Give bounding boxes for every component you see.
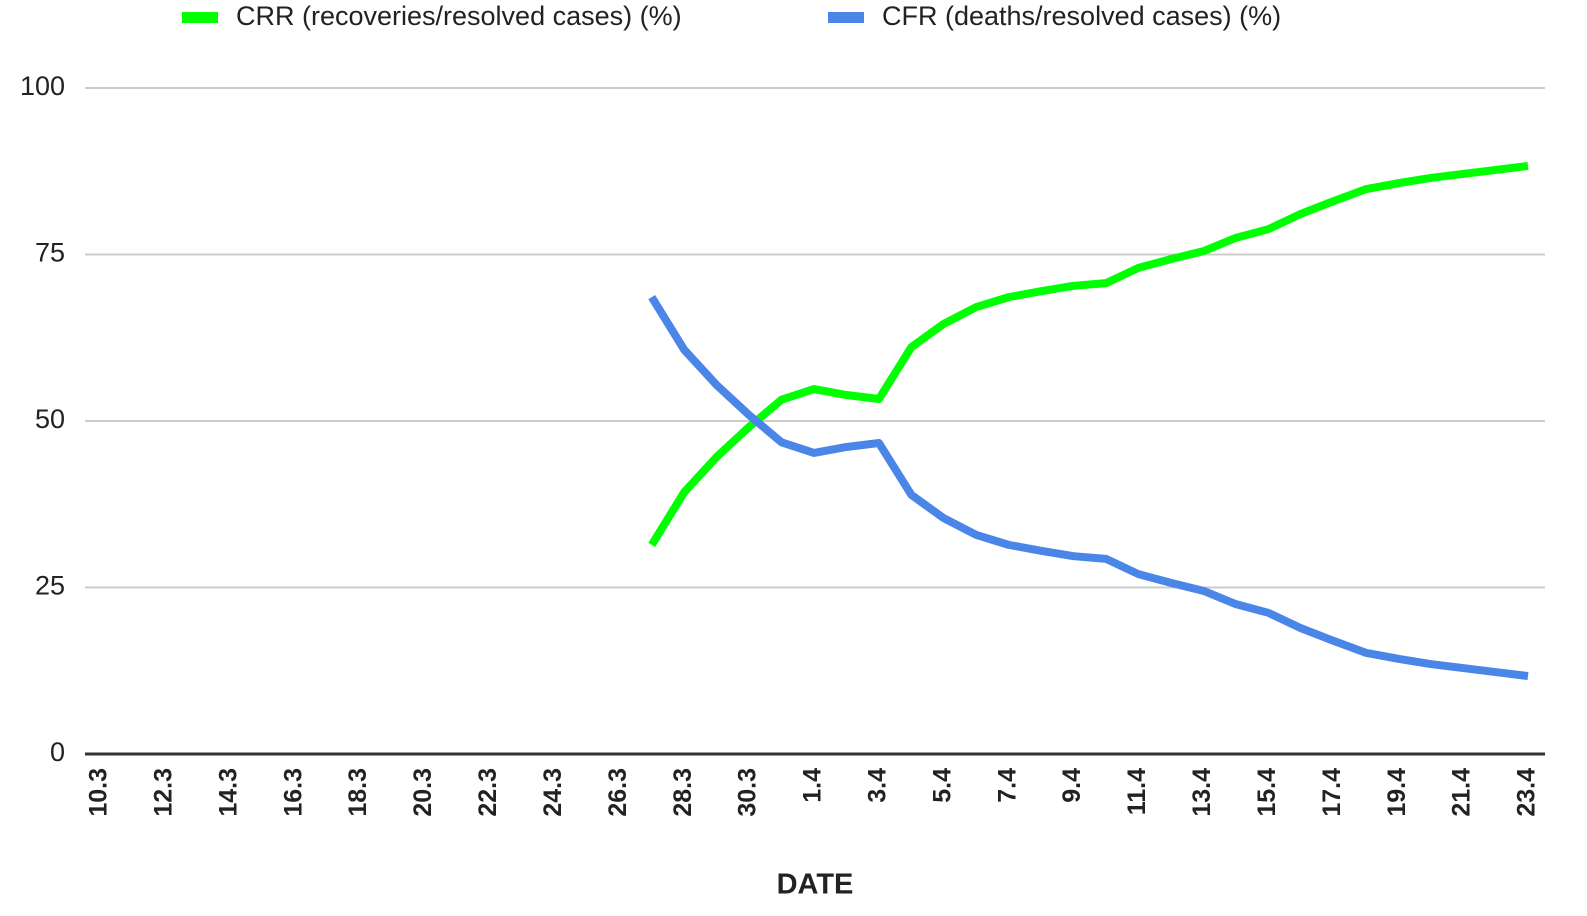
x-tick-label: 7.4 xyxy=(993,768,1021,803)
x-tick-label: 12.3 xyxy=(150,768,178,817)
x-tick-label: 1.4 xyxy=(799,768,827,803)
y-tick-label: 50 xyxy=(35,404,65,434)
x-tick-label: 24.3 xyxy=(539,768,567,817)
x-tick-label: 19.4 xyxy=(1383,768,1411,817)
line xyxy=(648,295,1529,681)
x-tick-label: 21.4 xyxy=(1448,768,1476,817)
x-tick-label: 3.4 xyxy=(864,768,892,803)
y-tick-label: 75 xyxy=(35,238,65,268)
legend-label: CFR (deaths/resolved cases) (%) xyxy=(882,1,1281,31)
x-tick-label: 23.4 xyxy=(1513,768,1541,817)
x-axis-label: DATE xyxy=(777,869,854,901)
x-tick-label: 28.3 xyxy=(669,768,697,817)
x-tick-label: 11.4 xyxy=(1123,768,1151,815)
x-tick-label: 22.3 xyxy=(474,768,502,817)
x-tick-label: 17.4 xyxy=(1318,768,1346,817)
x-tick-label: 13.4 xyxy=(1188,768,1216,817)
x-tick-label: 30.3 xyxy=(734,768,762,817)
legend-swatch xyxy=(182,12,218,23)
x-tick-label: 9.4 xyxy=(1058,768,1086,803)
y-tick-label: 25 xyxy=(35,571,65,601)
y-tick-label: 100 xyxy=(20,71,65,101)
x-tick-label: 5.4 xyxy=(928,768,956,803)
legend-label: CRR (recoveries/resolved cases) (%) xyxy=(236,1,682,31)
x-tick-label: 14.3 xyxy=(214,768,242,817)
x-tick-label: 20.3 xyxy=(409,768,437,817)
x-tick-label: 16.3 xyxy=(279,768,307,817)
x-tick-label: 26.3 xyxy=(604,768,632,817)
x-tick-label: 10.3 xyxy=(85,768,113,817)
legend-swatch xyxy=(828,12,864,23)
y-tick-label: 0 xyxy=(50,737,65,767)
x-tick-label: 18.3 xyxy=(344,768,372,817)
line xyxy=(648,161,1529,547)
x-tick-label: 15.4 xyxy=(1253,768,1281,817)
